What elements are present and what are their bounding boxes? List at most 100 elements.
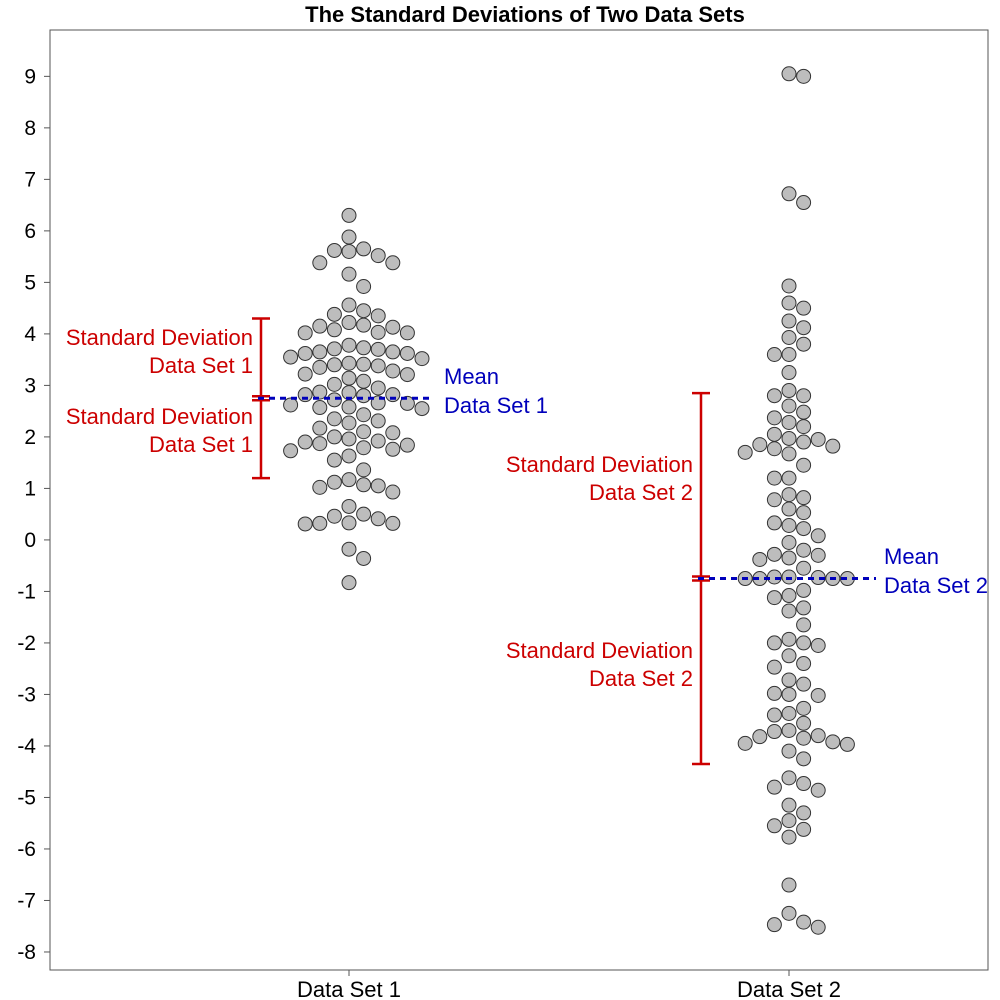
data-point: [356, 340, 372, 356]
data-point: [796, 805, 812, 821]
y-tick-label: 9: [24, 65, 36, 88]
sd2-upper-label-line2: Data Set 2: [589, 480, 693, 505]
data-point: [341, 315, 357, 331]
y-axis: -8 -7 -6 -5 -4 -3 -2 -1 0 1 2 3 4 5 6 7 8 9: [17, 65, 50, 964]
data-point: [825, 438, 841, 454]
data-point: [370, 248, 386, 264]
data-point: [781, 414, 797, 430]
y-tick-label: 1: [24, 477, 36, 500]
data-point: [766, 410, 782, 426]
data-point: [810, 547, 826, 563]
data-point: [356, 440, 372, 456]
data-point: [385, 387, 401, 403]
y-tick-label: 3: [24, 374, 36, 397]
data-point: [766, 818, 782, 834]
data-point: [341, 541, 357, 557]
data-point: [766, 917, 782, 933]
data-point: [781, 329, 797, 345]
data-point: [781, 430, 797, 446]
data-point: [312, 359, 328, 375]
data-point: [766, 441, 782, 457]
data-point: [766, 388, 782, 404]
data-point: [766, 346, 782, 362]
data-point: [297, 366, 313, 382]
y-tick-label: -8: [17, 941, 36, 964]
data-point: [356, 506, 372, 522]
data-point: [766, 515, 782, 531]
data-point: [356, 388, 372, 404]
chart-title: The Standard Deviations of Two Data Sets: [305, 2, 745, 27]
data-point: [385, 515, 401, 531]
data-point: [781, 631, 797, 647]
sd1-upper-label-line2: Data Set 1: [149, 353, 253, 378]
data-point: [326, 341, 342, 357]
data-point: [341, 337, 357, 353]
data-point: [326, 429, 342, 445]
data-point: [781, 905, 797, 921]
data-point: [341, 399, 357, 415]
data-point: [796, 715, 812, 731]
data-point: [796, 320, 812, 336]
data-point: [781, 398, 797, 414]
data-point: [370, 433, 386, 449]
data-point: [781, 877, 797, 893]
data-point: [796, 776, 812, 792]
data-point: [385, 255, 401, 271]
data-point: [766, 546, 782, 562]
data-point: [766, 590, 782, 606]
x-axis: Data Set 1 Data Set 2: [297, 970, 841, 1000]
mean1-label-line2: Data Set 1: [444, 393, 548, 418]
data-point: [399, 437, 415, 453]
data-point: [781, 346, 797, 362]
data-point: [766, 685, 782, 701]
data-point: [796, 676, 812, 692]
data-point: [796, 656, 812, 672]
data-point: [810, 638, 826, 654]
data-point: [356, 373, 372, 389]
data-point: [283, 349, 299, 365]
data-point: [796, 457, 812, 473]
data-point: [781, 672, 797, 688]
mean1-label: Mean Data Set 1: [444, 364, 548, 418]
data-point: [312, 344, 328, 360]
data-point: [356, 356, 372, 372]
data-point: [297, 516, 313, 532]
data-point: [341, 431, 357, 447]
data-point: [312, 384, 328, 400]
data-point: [356, 462, 372, 478]
sd1-lower-label-line2: Data Set 1: [149, 432, 253, 457]
data-point: [766, 779, 782, 795]
data-point: [356, 550, 372, 566]
data-point: [312, 515, 328, 531]
data-point: [810, 919, 826, 935]
data-points: [283, 66, 855, 935]
y-tick-label: -6: [17, 838, 36, 861]
data-point: [781, 517, 797, 533]
data-point: [370, 324, 386, 340]
data-point: [781, 534, 797, 550]
mean-lines: [258, 396, 876, 581]
data-point: [781, 446, 797, 462]
data-point: [766, 707, 782, 723]
data-point: [326, 376, 342, 392]
data-point: [796, 388, 812, 404]
data-point: [781, 487, 797, 503]
data-point: [781, 66, 797, 82]
data-point: [341, 229, 357, 245]
data-point: [356, 477, 372, 493]
mean1-label-line1: Mean: [444, 364, 499, 389]
data-point: [737, 735, 753, 751]
y-tick-label: -7: [17, 889, 36, 912]
data-point: [796, 404, 812, 420]
data-point: [839, 736, 855, 752]
data-point: [796, 635, 812, 651]
data-point: [796, 521, 812, 537]
sd1-upper-label-line1: Standard Deviation: [66, 325, 253, 350]
data-point: [399, 367, 415, 383]
data-point: [796, 68, 812, 84]
data-point: [370, 478, 386, 494]
data-point: [370, 308, 386, 324]
mean2-label-line1: Mean: [884, 544, 939, 569]
data-point: [781, 603, 797, 619]
data-point: [796, 730, 812, 746]
